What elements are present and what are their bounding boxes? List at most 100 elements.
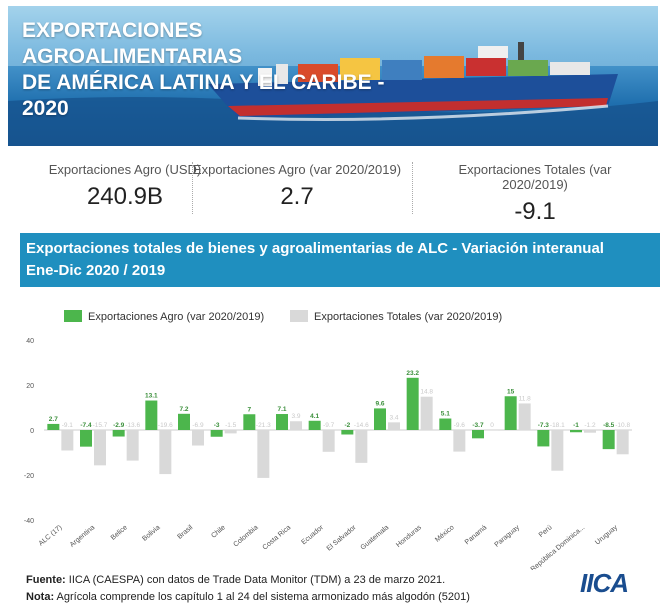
data-label-totales: -15.7 — [93, 422, 108, 429]
bar-agro — [602, 430, 615, 450]
kpi-divider — [412, 162, 413, 214]
data-label-agro: -3 — [214, 422, 220, 429]
bar-totales — [388, 422, 400, 430]
bar-totales — [290, 421, 302, 430]
bar-totales — [355, 430, 368, 463]
kpi-row: Exportaciones Agro (USD) 240.9B Exportac… — [20, 162, 660, 225]
bar-totales — [453, 430, 466, 452]
data-label-agro: 15 — [507, 388, 515, 395]
bar-agro — [276, 414, 288, 430]
data-label-totales: -14.6 — [354, 422, 369, 429]
y-tick-label: 40 — [26, 338, 34, 345]
x-tick-label: Guatemala — [360, 524, 391, 551]
kpi-label: Exportaciones Agro (USD) — [48, 162, 202, 177]
x-tick-label: ALC (17) — [38, 524, 64, 547]
data-label-agro: 9.6 — [375, 400, 384, 407]
data-label-agro: 7.2 — [179, 406, 188, 413]
legend-swatch-agro — [64, 310, 82, 322]
data-label-totales: -1.2 — [584, 422, 596, 429]
legend-label-totales: Exportaciones Totales (var 2020/2019) — [314, 311, 503, 323]
bar-totales — [61, 430, 74, 451]
legend-label-agro: Exportaciones Agro (var 2020/2019) — [88, 311, 265, 323]
data-label-agro: 13.1 — [145, 393, 158, 400]
bar-totales — [322, 430, 335, 452]
fuente-label: Fuente: — [26, 574, 66, 586]
bar-agro — [504, 396, 517, 430]
data-label-totales: 11.8 — [519, 395, 532, 402]
x-tick-label: Bolivia — [141, 524, 161, 543]
x-tick-label: Colombia — [232, 524, 259, 548]
data-label-agro: -3.7 — [472, 422, 484, 429]
x-tick-label: Ecuador — [300, 524, 325, 547]
kpi-value: -9.1 — [514, 198, 556, 225]
chart-title-line1: Exportaciones totales de bienes y agroal… — [26, 240, 604, 257]
bar-totales — [486, 430, 498, 431]
legend-swatch-totales — [290, 310, 308, 322]
x-tick-label: Paraguay — [493, 524, 521, 549]
iica-logo: IICA — [580, 568, 629, 598]
legend-item-agro[interactable]: Exportaciones Agro (var 2020/2019) — [64, 310, 264, 323]
x-tick-label: Perú — [538, 524, 554, 539]
data-label-totales: 3.4 — [389, 414, 398, 421]
bar-agro — [341, 430, 354, 435]
data-label-totales: -9.1 — [62, 422, 74, 429]
x-tick-label: Belice — [110, 524, 129, 542]
bar-agro — [80, 430, 92, 447]
data-label-totales: -6.9 — [192, 422, 204, 429]
bar-agro — [112, 430, 125, 437]
footer-nota: Nota: Agrícola comprende los capítulo 1 … — [26, 591, 470, 603]
bar-agro — [537, 430, 550, 447]
data-label-agro: 4.1 — [310, 413, 319, 420]
data-label-totales: -10.8 — [615, 422, 630, 429]
data-label-agro: -1 — [573, 422, 579, 429]
bar-totales — [616, 430, 629, 455]
kpi-agro-var: Exportaciones Agro (var 2020/2019) 2.7 — [192, 162, 402, 214]
data-label-totales: -19.6 — [158, 422, 173, 429]
legend-item-totales[interactable]: Exportaciones Totales (var 2020/2019) — [290, 310, 502, 323]
y-tick-label: -40 — [24, 518, 34, 525]
bar-agro — [243, 414, 256, 430]
x-tick-label: Honduras — [395, 524, 423, 549]
data-label-agro: 5.1 — [441, 411, 450, 418]
cargo-ship-illustration — [8, 6, 658, 146]
x-tick-label: Argentina — [69, 524, 97, 549]
data-label-totales: -9.7 — [323, 422, 335, 429]
bar-agro — [178, 413, 190, 430]
data-label-agro: 7 — [248, 406, 252, 413]
banner-title-line1: EXPORTACIONES AGROALIMENTARIAS — [22, 19, 243, 68]
bar-agro — [47, 423, 60, 430]
bar-agro — [570, 430, 582, 433]
x-tick-label: Costa Rica — [262, 524, 293, 551]
x-tick-label: Uruguay — [594, 524, 619, 547]
x-tick-label: República Dominica... — [530, 524, 587, 570]
bar-agro — [308, 420, 321, 430]
bar-totales — [551, 430, 564, 471]
bar-agro — [374, 408, 386, 430]
nota-text: Agrícola comprende los capítulo 1 al 24 … — [54, 591, 470, 603]
bar-totales — [518, 403, 531, 430]
bar-agro — [439, 418, 452, 430]
kpi-value: 240.9B — [86, 183, 164, 210]
bar-totales — [159, 430, 172, 475]
data-label-totales: -21.3 — [256, 422, 271, 429]
y-tick-label: 20 — [26, 383, 34, 390]
x-tick-label: Brasil — [176, 524, 194, 541]
data-label-agro: 2.7 — [49, 416, 58, 423]
chart-section-header: Exportaciones totales de bienes y agroal… — [20, 233, 660, 287]
data-label-agro: -8.5 — [603, 422, 615, 429]
x-tick-label: México — [434, 524, 456, 544]
data-label-agro: -7.4 — [80, 422, 92, 429]
nota-label: Nota: — [26, 591, 55, 603]
bar-totales — [94, 430, 106, 466]
kpi-agro-usd: Exportaciones Agro (USD) 240.9B — [20, 162, 230, 214]
banner-title-line3: 2020 — [22, 97, 69, 120]
data-label-totales: 14.8 — [420, 389, 433, 396]
x-tick-label: El Salvador — [326, 524, 358, 553]
bar-totales — [584, 430, 596, 433]
bar-agro — [210, 430, 223, 437]
bar-totales — [126, 430, 139, 461]
bar-agro — [406, 377, 419, 430]
data-label-totales: -13.6 — [125, 422, 140, 429]
bar-totales — [224, 430, 237, 434]
